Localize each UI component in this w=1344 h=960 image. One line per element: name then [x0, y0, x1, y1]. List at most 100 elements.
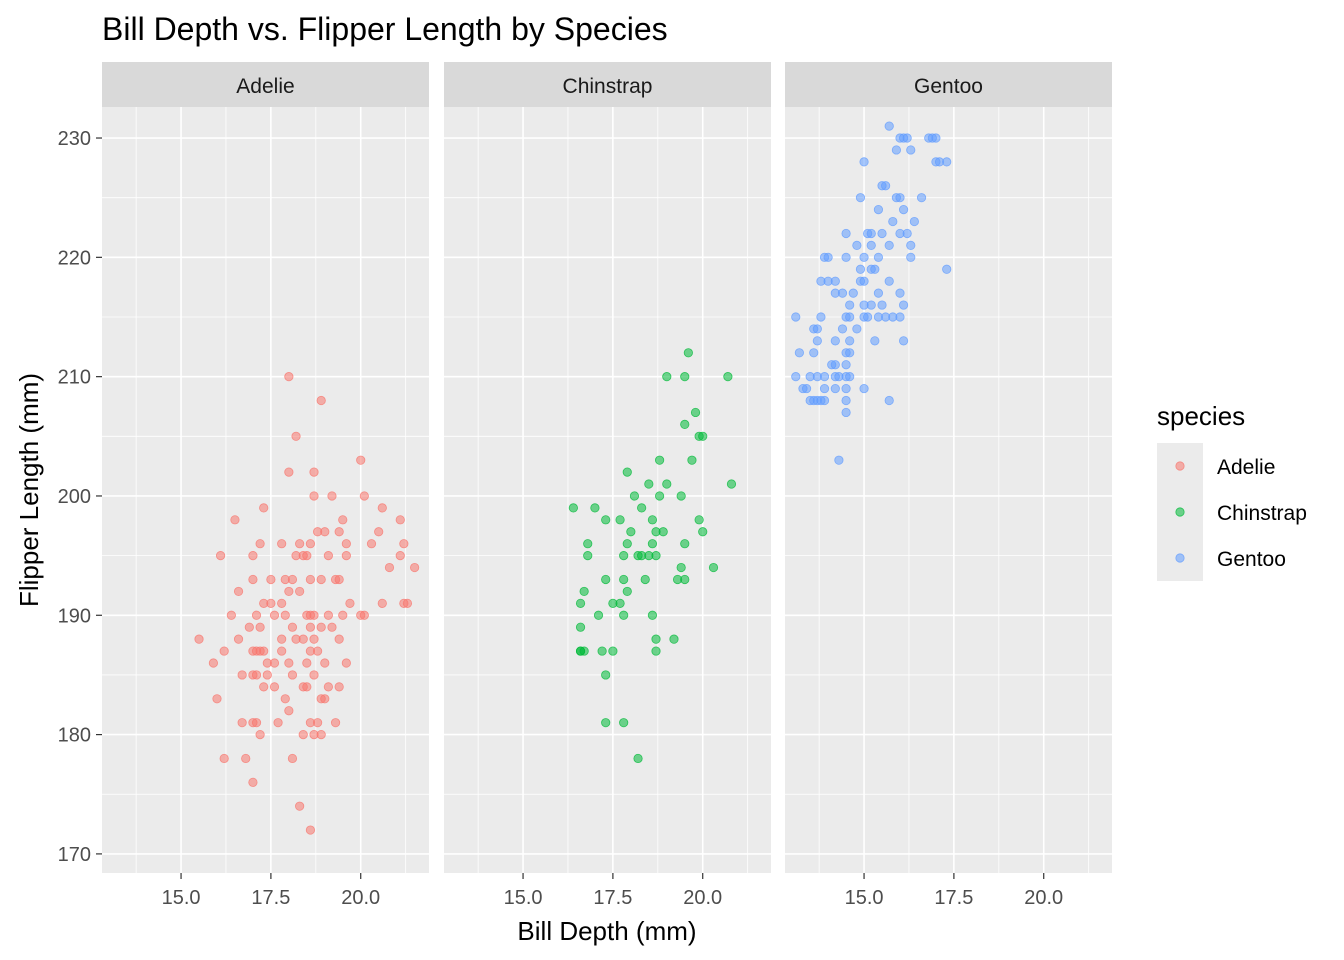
data-point — [845, 372, 855, 382]
data-point — [244, 622, 254, 632]
x-tick-label: 17.5 — [934, 887, 973, 909]
data-point — [884, 276, 894, 286]
data-point — [259, 682, 269, 692]
data-point — [694, 515, 704, 525]
data-point — [215, 551, 226, 561]
data-point — [680, 419, 690, 429]
data-point — [313, 718, 323, 728]
x-tick-label: 17.5 — [251, 887, 290, 909]
x-tick-label: 20.0 — [1024, 887, 1063, 909]
data-point — [323, 610, 333, 620]
data-point — [302, 658, 312, 668]
data-point — [942, 264, 952, 274]
facet-panel-adelie: Adelie — [102, 62, 429, 873]
data-point — [248, 646, 258, 656]
data-point — [841, 383, 851, 394]
data-point — [327, 622, 337, 632]
data-point — [237, 670, 247, 680]
data-point — [583, 539, 593, 549]
data-point — [233, 634, 244, 644]
data-point — [680, 574, 690, 585]
data-point — [284, 706, 294, 716]
data-point — [633, 753, 643, 764]
data-point — [330, 718, 341, 728]
data-point — [309, 634, 319, 644]
data-point — [662, 372, 672, 382]
data-point — [873, 205, 884, 215]
data-point — [356, 455, 366, 465]
data-point — [608, 598, 618, 608]
data-point — [884, 121, 894, 131]
data-point — [284, 658, 294, 668]
facet-strip — [102, 62, 429, 107]
data-point — [942, 157, 952, 167]
data-point — [902, 133, 912, 143]
data-point — [277, 539, 287, 549]
x-axis-title: Bill Depth (mm) — [517, 916, 696, 946]
panel-background — [102, 107, 429, 873]
data-point — [651, 634, 661, 644]
data-point — [877, 228, 887, 239]
y-tick-label: 220 — [58, 247, 91, 269]
data-point — [916, 193, 927, 203]
data-point — [359, 610, 369, 620]
data-point — [909, 216, 919, 227]
data-point — [302, 682, 312, 692]
data-point — [823, 252, 833, 262]
x-tick-label: 15.0 — [504, 887, 543, 909]
data-point — [852, 240, 862, 251]
data-point — [298, 551, 308, 561]
data-point — [384, 562, 395, 573]
x-tick-label: 20.0 — [341, 887, 380, 909]
data-point — [575, 622, 586, 632]
data-point — [841, 407, 851, 418]
data-point — [255, 729, 265, 740]
data-point — [601, 574, 611, 585]
legend-key-gentoo — [1175, 553, 1185, 563]
data-point — [341, 551, 351, 561]
y-tick-label: 180 — [58, 725, 91, 747]
data-point — [601, 515, 611, 525]
data-point — [626, 527, 636, 537]
data-point — [698, 431, 708, 441]
data-point — [248, 551, 258, 561]
data-point — [269, 682, 280, 692]
data-point — [848, 288, 858, 298]
facet-panels: Adelie Chinstrap Gentoo — [102, 62, 1112, 873]
data-point — [690, 407, 701, 418]
data-point — [309, 670, 319, 680]
data-point — [902, 228, 912, 239]
y-axis-title: Flipper Length (mm) — [14, 373, 44, 607]
data-point — [845, 300, 855, 310]
data-point — [316, 729, 326, 740]
data-point — [345, 598, 355, 608]
data-point — [237, 718, 247, 728]
data-point — [680, 372, 690, 382]
y-tick-label: 210 — [58, 367, 91, 389]
data-point — [251, 670, 262, 680]
data-point — [298, 729, 308, 740]
data-point — [280, 694, 290, 704]
data-point — [863, 312, 873, 322]
data-point — [410, 562, 420, 573]
facet-strip-label: Chinstrap — [563, 75, 653, 98]
data-point — [647, 539, 658, 549]
data-point — [637, 503, 647, 513]
data-point — [395, 551, 405, 561]
y-tick-label: 170 — [58, 844, 91, 866]
legend-title: species — [1157, 401, 1245, 431]
data-point — [655, 491, 665, 501]
data-point — [399, 539, 409, 549]
data-point — [341, 658, 351, 668]
data-point — [866, 228, 876, 239]
data-point — [651, 646, 661, 656]
data-point — [794, 348, 804, 358]
data-point — [284, 467, 294, 477]
data-point — [316, 574, 326, 585]
data-point — [323, 551, 333, 561]
data-point — [845, 348, 855, 358]
data-point — [284, 586, 294, 597]
data-point — [841, 252, 851, 262]
data-point — [334, 527, 344, 537]
data-point — [608, 646, 618, 656]
